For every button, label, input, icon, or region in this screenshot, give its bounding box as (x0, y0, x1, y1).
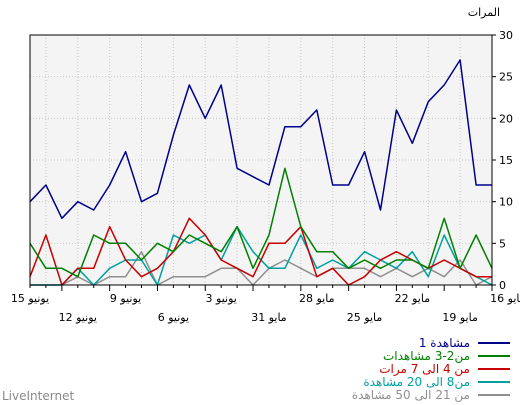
x-tick-label: 9 يونيو (110, 292, 141, 305)
legend-label-2: من2-3 مشاهدات (383, 349, 470, 364)
chart-grid (30, 35, 493, 285)
x-tick-label: 3 يونيو (206, 292, 237, 305)
x-tick-label: 19 مايو (442, 311, 478, 324)
y-axis-label: المرات (468, 6, 500, 19)
chart-series (29, 59, 493, 286)
legend-label-5: من 21 الى 50 مشاهدة (352, 388, 470, 403)
watermark-text: LiveInternet (2, 389, 74, 403)
series-line-1 (29, 59, 492, 220)
y-tick-label: 10 (499, 196, 513, 209)
x-tick-label: 22 مايو (395, 292, 431, 305)
x-tick-label: 15 يونيو (11, 292, 49, 305)
legend-label-3: من 4 الى 7 مرات (379, 362, 470, 377)
x-tick-label: 28 مايو (299, 292, 335, 305)
y-tick-label: 20 (499, 112, 513, 125)
y-tick-label: 0 (499, 279, 506, 292)
y-tick-label: 15 (499, 154, 513, 167)
chart-axes: 0 5 10 15 20 25 30 15 يونيو 9 يونيو 3 يونيو 28 ماي… (11, 29, 520, 324)
y-tick-label: 25 (499, 71, 513, 84)
plot-frame (29, 34, 493, 286)
x-tick-label: 25 مايو (347, 311, 383, 324)
x-tick-label: 6 يونيو (158, 311, 189, 324)
y-tick-label: 5 (499, 237, 506, 250)
series-line-2 (29, 167, 493, 278)
series-line-5 (30, 250, 493, 286)
x-tick-label: 12 يونيو (59, 311, 97, 324)
x-tick-label: 31 مايو (251, 311, 287, 324)
x-tick-label: 16 مايو (490, 292, 520, 305)
y-tick-label: 30 (499, 29, 513, 42)
legend-label-4: من8 الى 20 مشاهدة (363, 375, 470, 390)
legend-label-1: 1 مشاهدة (419, 336, 470, 350)
